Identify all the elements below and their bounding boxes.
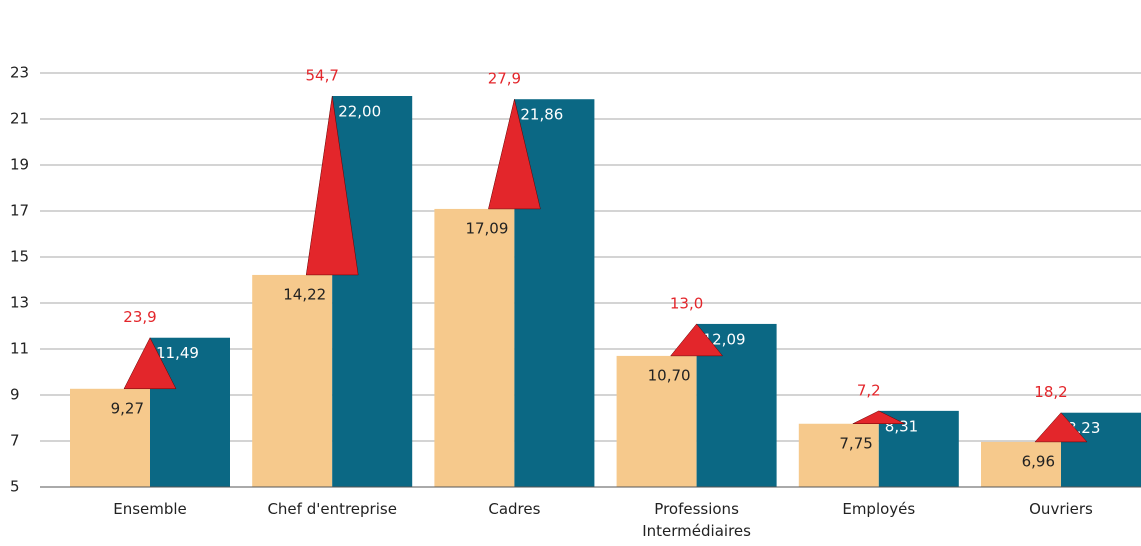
bar: [150, 337, 230, 487]
bar-value-label: 11,49: [156, 344, 199, 362]
bar: [981, 441, 1061, 487]
y-tick-label: 7: [10, 432, 20, 450]
y-tick-label: 5: [10, 478, 20, 496]
y-tick-label: 15: [10, 248, 29, 266]
bar: [70, 388, 150, 487]
gap-triangle: [305, 95, 359, 276]
bar: [798, 423, 879, 487]
bar: [332, 96, 413, 487]
bar-value-label: 21,86: [520, 106, 563, 124]
y-tick-label: 9: [10, 386, 20, 404]
gap-triangle: [1034, 412, 1088, 443]
gap-label: 54,7: [305, 67, 338, 85]
gap-label: 23,9: [123, 308, 156, 326]
x-tick-label: Chef d'entreprise: [267, 500, 397, 518]
gap-label: 18,2: [1034, 383, 1067, 401]
bar-value-label: 10,70: [648, 366, 691, 384]
bar: [616, 355, 697, 487]
bar-value-label: 12,09: [703, 330, 746, 348]
gap-label: 13,0: [670, 294, 703, 312]
bar: [1061, 412, 1141, 487]
y-tick-label: 17: [10, 202, 29, 220]
x-tick-label: Cadres: [488, 500, 541, 518]
y-tick-label: 23: [10, 64, 29, 82]
bar-value-label: 17,09: [465, 219, 508, 237]
x-tick-label: Employés: [842, 500, 916, 518]
bar: [252, 274, 333, 487]
y-tick-label: 11: [10, 340, 29, 358]
bar-value-label: 14,22: [283, 285, 326, 303]
bar-value-label: 6,96: [1022, 452, 1055, 470]
gap-label: 7,2: [857, 381, 881, 399]
x-tick-label: Professions Intermédiaires: [642, 500, 751, 540]
gap-triangle: [852, 410, 905, 424]
gap-triangle: [488, 99, 541, 210]
bar-value-label: 22,00: [338, 103, 381, 121]
bar-value-label: 9,27: [111, 399, 144, 417]
bar-value-label: 7,75: [839, 434, 872, 452]
y-tick-label: 21: [10, 110, 29, 128]
gap-label: 27,9: [488, 70, 521, 88]
gap-triangle: [670, 323, 724, 357]
y-tick-label: 19: [10, 156, 29, 174]
y-tick-label: 13: [10, 294, 29, 312]
bar: [434, 208, 515, 487]
x-tick-label: Ensemble: [113, 500, 187, 518]
gap-triangle: [123, 337, 177, 390]
x-tick-label: Ouvriers: [1029, 500, 1093, 518]
